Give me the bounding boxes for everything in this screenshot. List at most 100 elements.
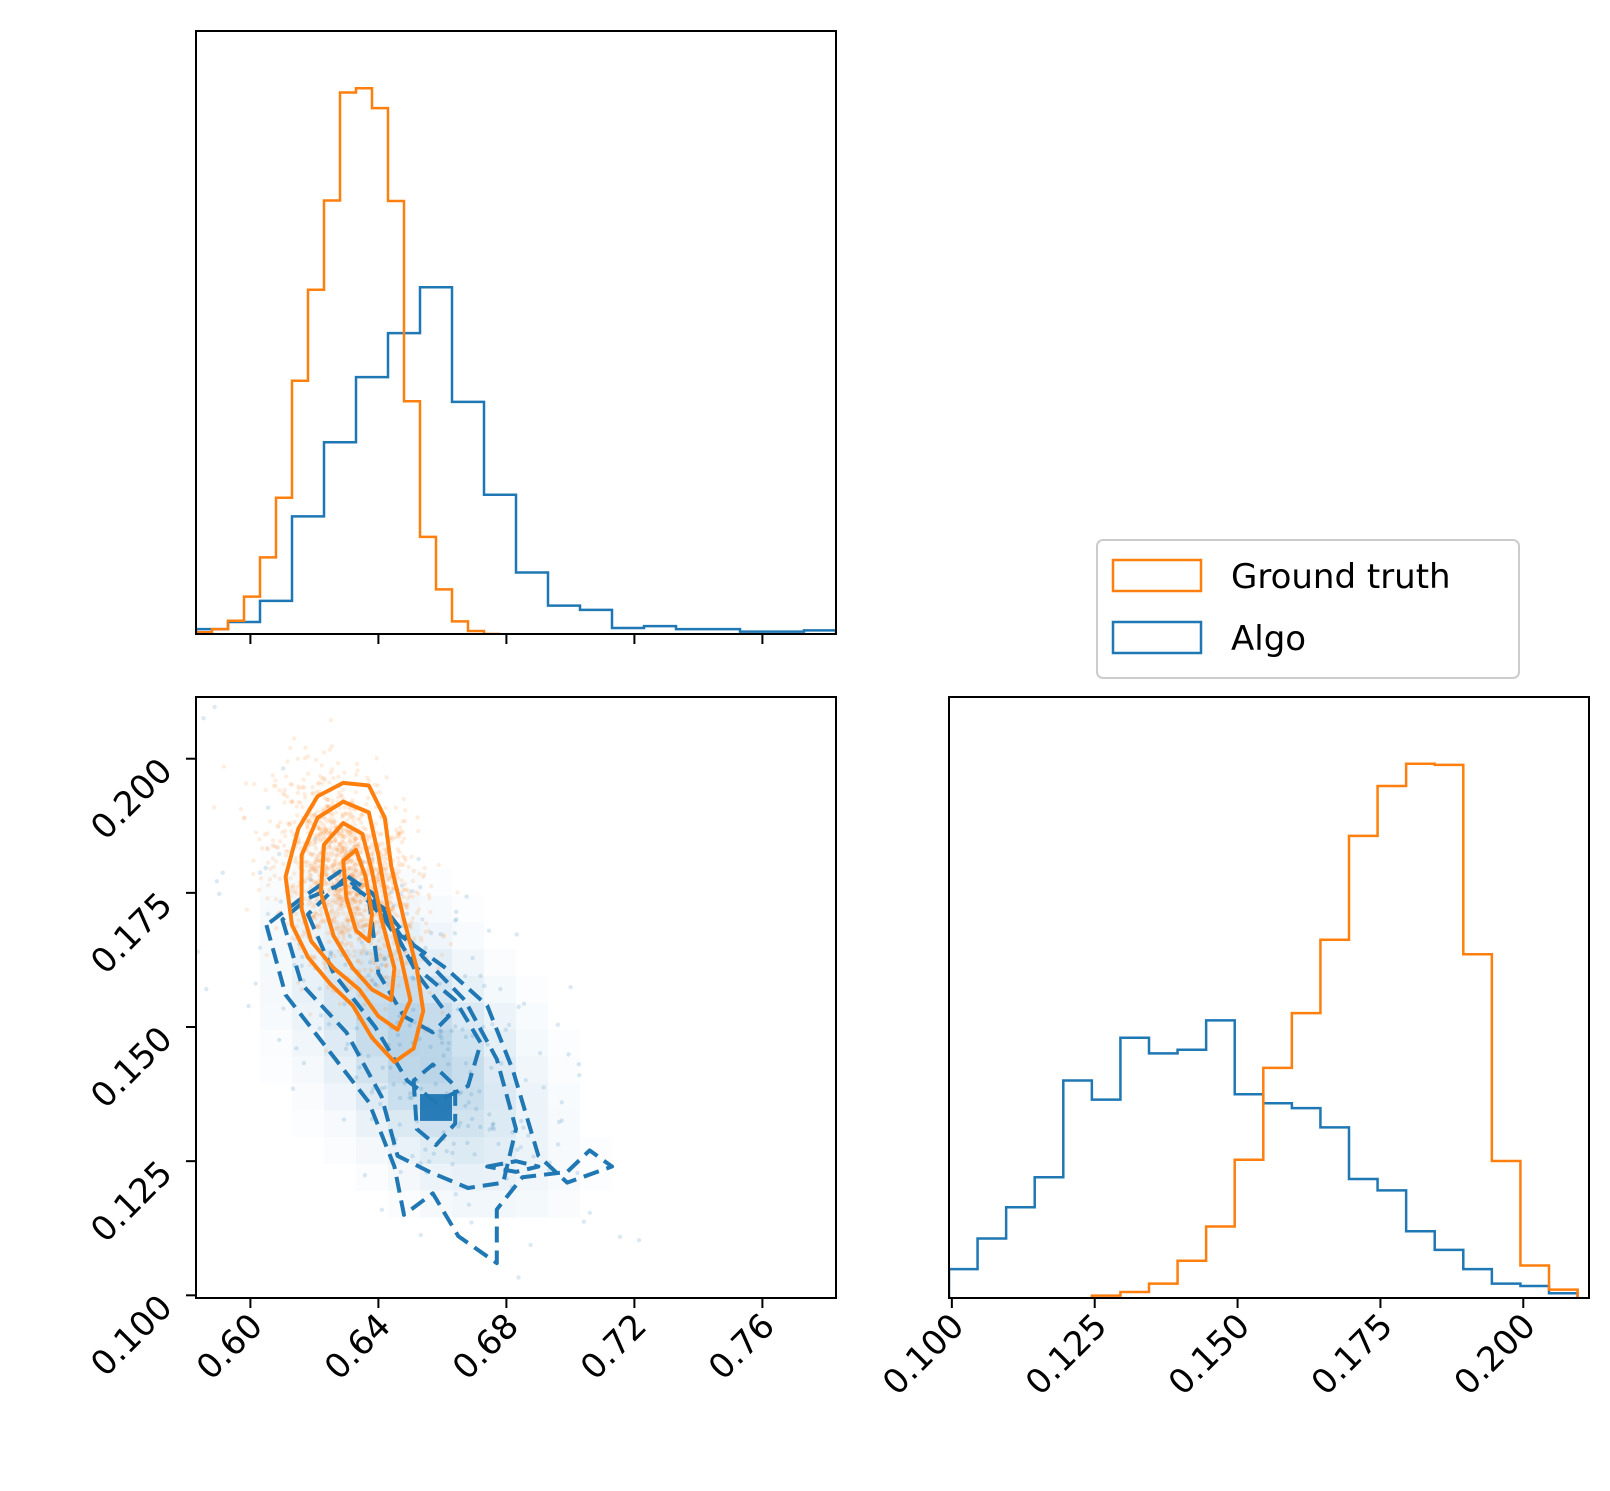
algo-point [398, 1169, 403, 1175]
contour-xtick-label-3: 0.72 [573, 1306, 655, 1388]
ground-truth-point [428, 909, 433, 915]
algo-point [278, 899, 283, 904]
ground-truth-point [350, 872, 356, 877]
ground-truth-point [320, 830, 325, 836]
ground-truth-point [340, 828, 345, 834]
ground-truth-point [396, 860, 402, 865]
ground-truth-point [383, 866, 388, 871]
ground-truth-point [364, 802, 369, 807]
ground-truth-point [291, 890, 296, 895]
algo-point [379, 1086, 384, 1091]
ground-truth-point [285, 759, 290, 764]
algo-point [581, 1219, 587, 1224]
ground-truth-point [337, 841, 342, 846]
ground-truth-point [338, 924, 344, 929]
ground-truth-point [398, 825, 403, 830]
ground-truth-point [296, 980, 301, 985]
ground-truth-point [414, 910, 420, 915]
ground-truth-point [355, 906, 360, 911]
ground-truth-point [359, 813, 364, 818]
algo-point [577, 1073, 582, 1078]
ground-truth-point [363, 922, 368, 928]
ground-truth-point [387, 877, 392, 882]
ground-truth-point [416, 891, 421, 896]
ground-truth-point [363, 923, 369, 928]
ground-truth-point [252, 781, 257, 787]
ground-truth-point [358, 900, 363, 905]
algo-point [418, 884, 423, 890]
algo-density-cell [548, 1057, 580, 1084]
ground-truth-point [336, 931, 341, 936]
ground-truth-point [440, 1010, 445, 1015]
algo-point [313, 836, 318, 841]
ground-truth-point [309, 812, 314, 817]
ground-truth-point [361, 908, 367, 913]
ground-truth-point [366, 836, 371, 841]
ground-truth-point [333, 861, 339, 867]
algo-point [308, 877, 313, 882]
ground-truth-point [372, 782, 378, 787]
legend-frame [1096, 539, 1520, 679]
ground-truth-contour-1 [299, 799, 413, 1032]
ground-truth-point [361, 825, 366, 831]
ground-truth-point [273, 778, 278, 783]
ground-truth-point [352, 899, 358, 904]
contour-ytick-label-0: 0.100 [83, 1287, 180, 1384]
ground-truth-contour-2 [318, 821, 397, 1003]
ground-truth-point [404, 905, 409, 910]
ground-truth-point [330, 811, 335, 816]
ground-truth-point [401, 903, 407, 908]
ground-truth-point [341, 833, 347, 839]
ground-truth-point [354, 891, 359, 897]
ground-truth-point [295, 884, 300, 889]
ground-truth-point [330, 865, 335, 870]
ground-truth-point [322, 750, 327, 755]
ground-truth-point [397, 832, 402, 837]
algo-point [469, 1116, 475, 1122]
ground-truth-point [441, 933, 447, 938]
ground-truth-point [403, 808, 408, 813]
ground-truth-point [339, 940, 344, 945]
ground-truth-point [299, 987, 304, 992]
ground-truth-point [333, 852, 339, 858]
ground-truth-point [346, 932, 352, 937]
algo-point [566, 1052, 571, 1057]
ground-truth-point [384, 963, 389, 968]
ground-truth-point [313, 881, 318, 886]
ground-truth-point [410, 878, 416, 884]
ground-truth-point [345, 918, 350, 923]
ground-truth-point [295, 860, 300, 865]
ground-truth-point [352, 862, 358, 867]
ground-truth-point [335, 889, 340, 894]
ground-truth-point [310, 790, 315, 796]
ground-truth-point [339, 907, 344, 912]
ground-truth-point [340, 814, 345, 820]
ground-truth-point [367, 845, 372, 850]
ground-truth-point [373, 821, 379, 826]
ground-truth-point [273, 897, 279, 902]
ground-truth-point [288, 799, 293, 804]
ground-truth-point [369, 968, 374, 974]
ground-truth-point [329, 904, 335, 909]
ground-truth-point [380, 954, 386, 959]
ground-truth-point [349, 832, 354, 838]
ground-truth-point [319, 763, 324, 768]
ground-truth-point [316, 852, 321, 858]
ground-truth-point [342, 805, 347, 810]
ground-truth-point [359, 812, 364, 817]
algo-point [519, 1118, 524, 1124]
ground-truth-point [366, 778, 372, 783]
ground-truth-point [350, 860, 356, 865]
ground-truth-point [345, 919, 350, 924]
ground-truth-point [350, 872, 355, 877]
ground-truth-point [315, 809, 320, 814]
algo-density-cell [548, 1137, 580, 1164]
algo-contour-0 [264, 869, 614, 1266]
algo-point [407, 1095, 412, 1100]
algo-density-cell [548, 1191, 580, 1218]
ground-truth-point [352, 897, 357, 903]
ground-truth-point [374, 912, 379, 917]
ground-truth-point [325, 872, 330, 878]
ground-truth-point [354, 836, 360, 841]
ground-truth-point [343, 826, 349, 832]
